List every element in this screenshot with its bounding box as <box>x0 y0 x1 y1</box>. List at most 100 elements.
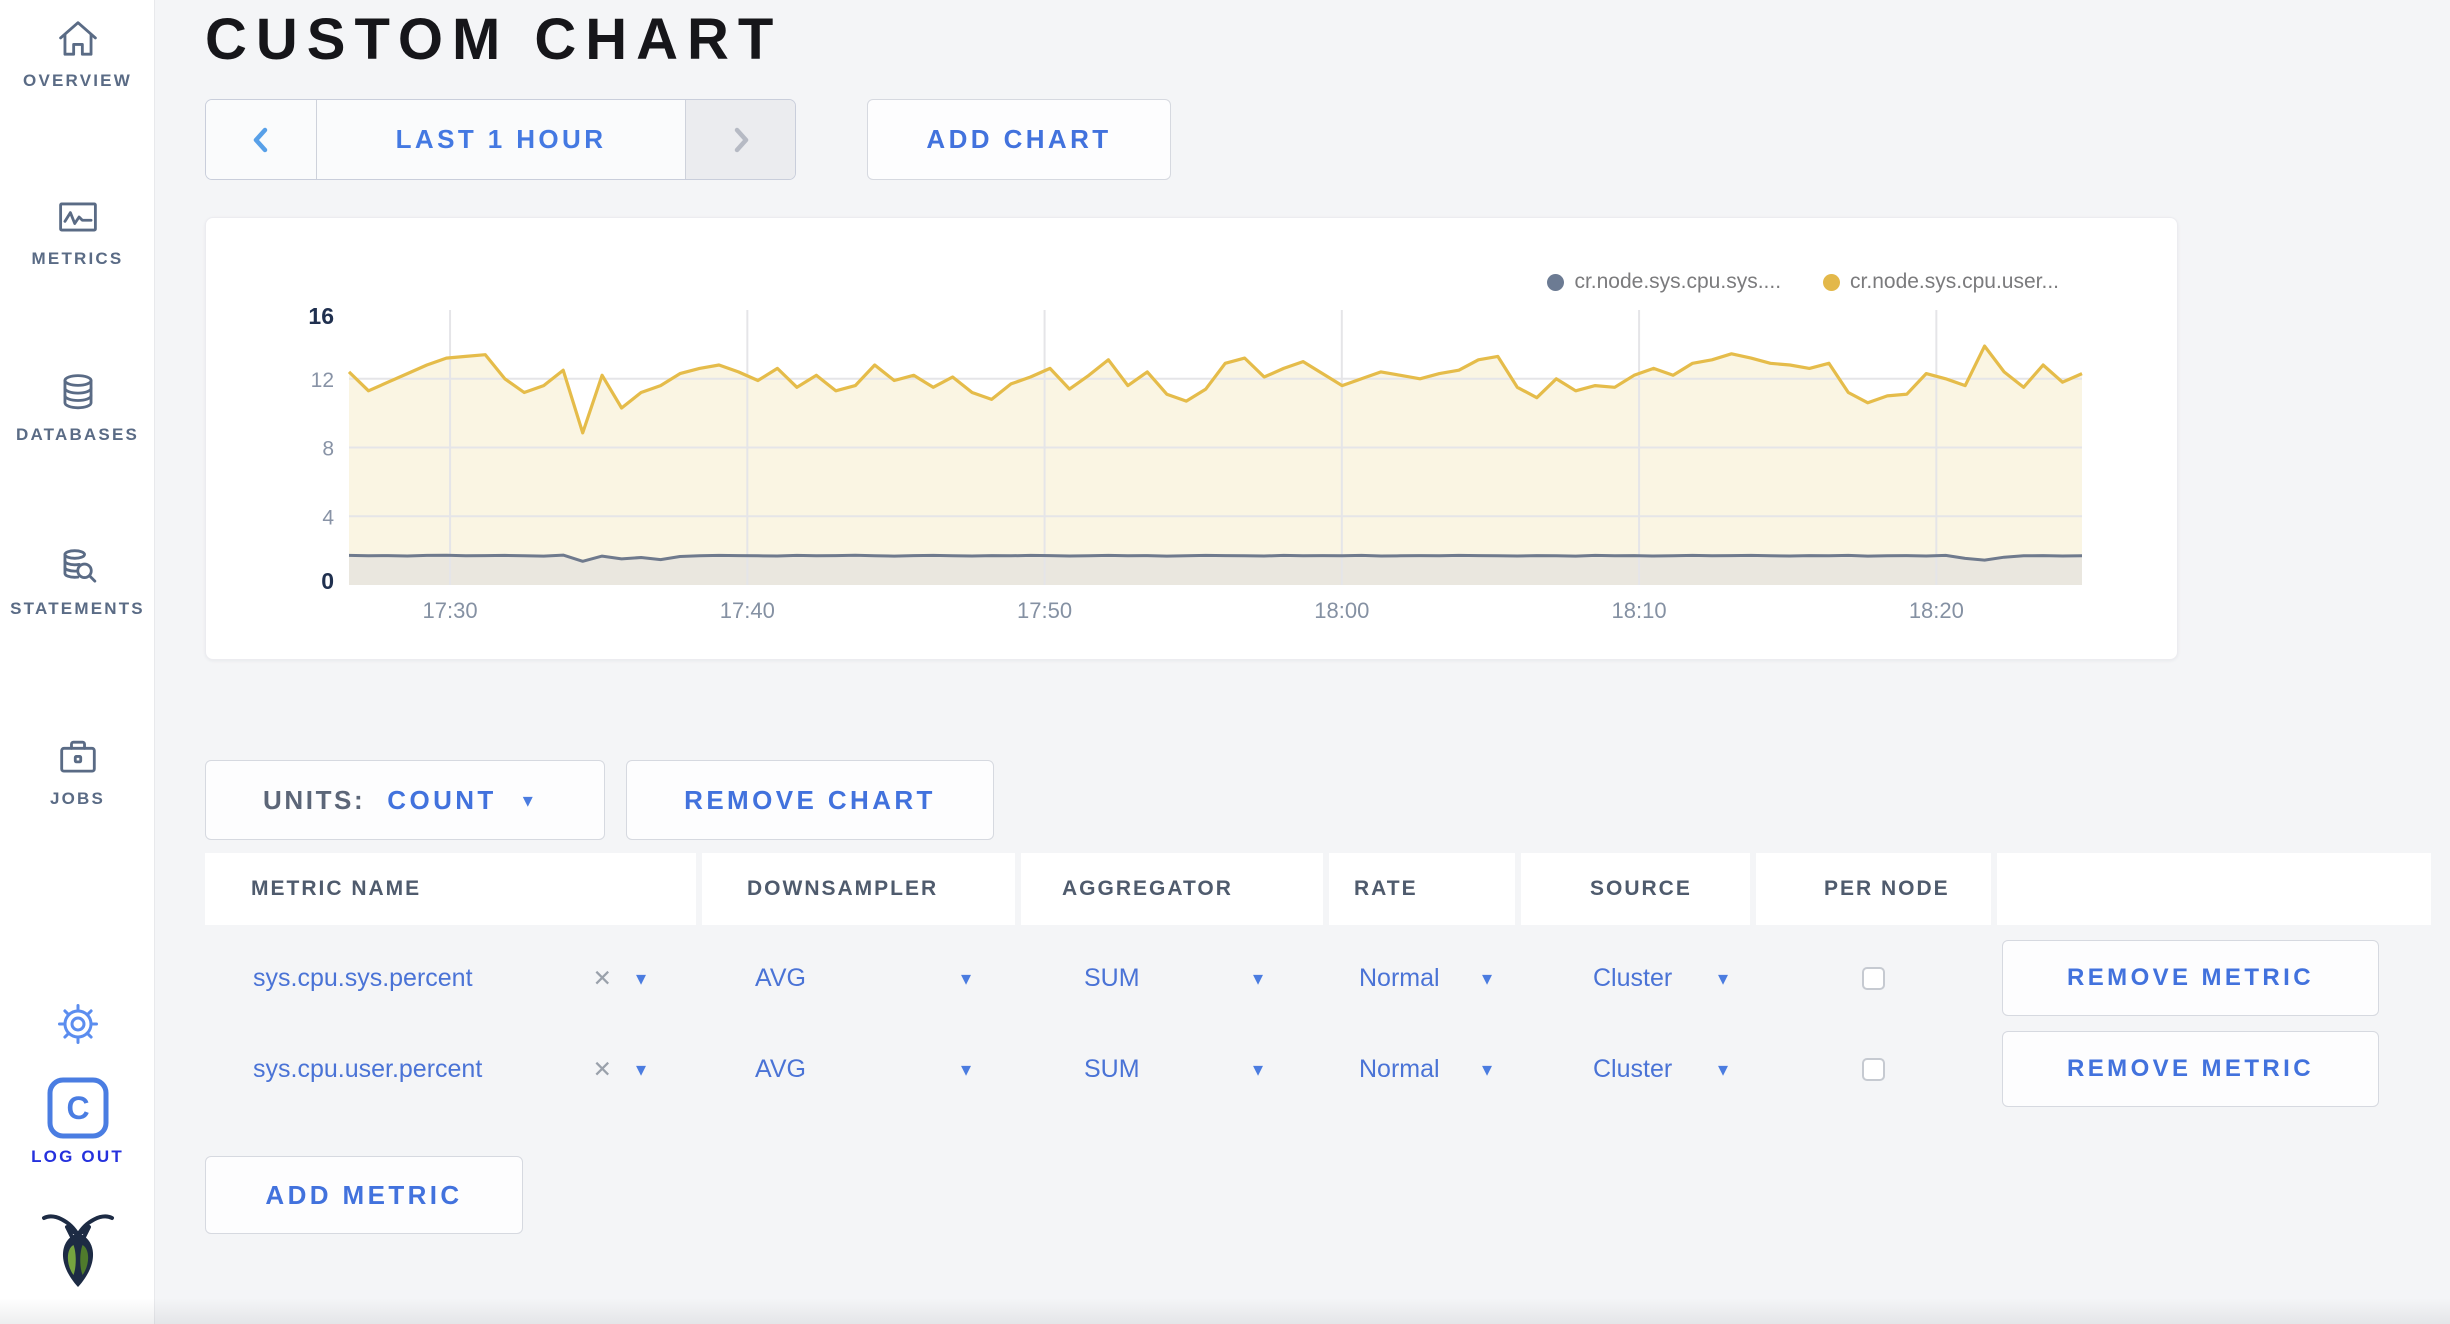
sidebar-logo <box>0 1205 155 1305</box>
actions-cell: REMOVE METRIC <box>1997 940 2431 1016</box>
legend-entry: cr.node.sys.cpu.sys.... <box>1547 270 1781 294</box>
remove-metric-button[interactable]: REMOVE METRIC <box>2002 1031 2379 1107</box>
sidebar: OVERVIEW METRICS DATABASES STATEMENTS <box>0 0 155 1324</box>
sidebar-item-overview[interactable]: OVERVIEW <box>0 14 155 91</box>
source-value: Cluster <box>1593 963 1673 992</box>
downsampler-value: AVG <box>755 1054 806 1083</box>
home-icon <box>58 21 97 56</box>
rate-value: Normal <box>1359 1054 1440 1083</box>
metric-row: sys.cpu.sys.percent ✕ ▾ AVG ▾ SUM ▾ Norm… <box>205 940 2438 1016</box>
svg-text:12: 12 <box>311 369 334 392</box>
sidebar-item-databases[interactable]: DATABASES <box>0 368 155 445</box>
sidebar-item-statements[interactable]: STATEMENTS <box>0 542 155 619</box>
aggregator-dropdown[interactable]: SUM ▾ <box>1021 1031 1323 1107</box>
col-header-downsampler: DOWNSAMPLER <box>702 853 1015 925</box>
col-header-per-node: PER NODE <box>1756 853 1991 925</box>
caret-down-icon: ▾ <box>960 967 971 990</box>
time-range-prev-button[interactable] <box>206 100 317 179</box>
time-range-label[interactable]: LAST 1 HOUR <box>317 100 685 179</box>
source-value: Cluster <box>1593 1054 1673 1083</box>
sidebar-item-label: DATABASES <box>15 425 140 444</box>
chart-panel: cr.node.sys.cpu.sys.... cr.node.sys.cpu.… <box>205 217 2178 660</box>
col-header-metric-name: METRIC NAME <box>205 853 696 925</box>
chart-legend: cr.node.sys.cpu.sys.... cr.node.sys.cpu.… <box>1547 270 2059 294</box>
col-header-aggregator: AGGREGATOR <box>1021 853 1323 925</box>
col-header-source: SOURCE <box>1521 853 1750 925</box>
downsampler-dropdown[interactable]: AVG ▾ <box>702 1031 1015 1107</box>
page-title: CUSTOM CHART <box>205 7 783 72</box>
units-dropdown[interactable]: UNITS: COUNT ▾ <box>205 760 605 840</box>
svg-text:17:50: 17:50 <box>1017 598 1072 623</box>
svg-text:17:40: 17:40 <box>720 598 775 623</box>
svg-text:18:20: 18:20 <box>1909 598 1964 623</box>
svg-text:18:10: 18:10 <box>1612 598 1667 623</box>
sidebar-item-metrics[interactable]: METRICS <box>0 192 155 269</box>
aggregator-value: SUM <box>1084 1054 1140 1083</box>
add-metric-button[interactable]: ADD METRIC <box>205 1156 523 1234</box>
svg-text:4: 4 <box>322 506 334 529</box>
svg-text:18:00: 18:00 <box>1314 598 1369 623</box>
legend-dot-user <box>1823 273 1841 291</box>
per-node-checkbox[interactable] <box>1862 966 1885 990</box>
sidebar-item-label: JOBS <box>49 789 106 808</box>
logout-c-icon: C <box>47 1077 108 1139</box>
metric-name-dropdown[interactable]: sys.cpu.user.percent ✕ ▾ <box>205 1031 696 1107</box>
rate-value: Normal <box>1359 963 1440 992</box>
add-chart-button[interactable]: ADD CHART <box>867 99 1171 180</box>
caret-down-icon: ▾ <box>1717 967 1728 990</box>
main-content: CUSTOM CHART LAST 1 HOUR ADD CHART cr.no… <box>156 0 2450 1324</box>
per-node-checkbox[interactable] <box>1862 1057 1885 1081</box>
per-node-cell <box>1756 940 1991 1016</box>
source-dropdown[interactable]: Cluster ▾ <box>1521 940 1750 1016</box>
caret-down-icon: ▾ <box>635 967 646 990</box>
chart-controls: UNITS: COUNT ▾ REMOVE CHART <box>205 760 2450 840</box>
source-dropdown[interactable]: Cluster ▾ <box>1521 1031 1750 1107</box>
sidebar-item-label: OVERVIEW <box>23 71 132 90</box>
units-value: COUNT <box>387 784 497 815</box>
gear-icon <box>57 1004 98 1044</box>
metric-name-value: sys.cpu.sys.percent <box>253 963 473 992</box>
logout-label: LOG OUT <box>31 1147 124 1166</box>
timeseries-chart[interactable]: 0 4 8 12 16 17:30 17:40 17:50 18:00 18:10 18:20 <box>206 218 2177 659</box>
sidebar-logout[interactable]: C LOG OUT <box>0 1076 155 1167</box>
caret-down-icon: ▾ <box>1252 1058 1263 1081</box>
sidebar-settings[interactable] <box>0 1000 155 1048</box>
caret-down-icon: ▾ <box>1252 967 1263 990</box>
caret-down-icon: ▾ <box>1481 1058 1492 1081</box>
clear-metric-icon[interactable]: ✕ <box>592 1055 612 1082</box>
sidebar-item-jobs[interactable]: JOBS <box>0 732 155 809</box>
metric-name-value: sys.cpu.user.percent <box>253 1054 483 1083</box>
caret-down-icon: ▾ <box>960 1058 971 1081</box>
svg-text:8: 8 <box>322 438 334 461</box>
svg-text:16: 16 <box>308 303 334 329</box>
metric-name-dropdown[interactable]: sys.cpu.sys.percent ✕ ▾ <box>205 940 696 1016</box>
svg-text:C: C <box>66 1090 89 1126</box>
statements-icon <box>63 549 96 583</box>
caret-down-icon: ▾ <box>522 789 537 812</box>
remove-chart-button[interactable]: REMOVE CHART <box>626 760 994 840</box>
downsampler-value: AVG <box>755 963 806 992</box>
legend-entry: cr.node.sys.cpu.user... <box>1823 270 2059 294</box>
rate-dropdown[interactable]: Normal ▾ <box>1329 1031 1515 1107</box>
time-range-next-button[interactable] <box>685 100 795 179</box>
legend-label: cr.node.sys.cpu.sys.... <box>1574 270 1782 293</box>
metrics-table: METRIC NAME DOWNSAMPLER AGGREGATOR RATE … <box>205 853 2438 1107</box>
metric-row: sys.cpu.user.percent ✕ ▾ AVG ▾ SUM ▾ Nor… <box>205 1031 2438 1107</box>
jobs-icon <box>59 740 96 773</box>
svg-text:0: 0 <box>321 568 334 594</box>
col-header-rate: RATE <box>1329 853 1515 925</box>
rate-dropdown[interactable]: Normal ▾ <box>1329 940 1515 1016</box>
time-range-selector: LAST 1 HOUR <box>205 99 796 180</box>
aggregator-value: SUM <box>1084 963 1140 992</box>
per-node-cell <box>1756 1031 1991 1107</box>
toolbar: LAST 1 HOUR ADD CHART <box>205 99 2450 180</box>
sidebar-item-label: STATEMENTS <box>10 599 145 618</box>
actions-cell: REMOVE METRIC <box>1997 1031 2431 1107</box>
aggregator-dropdown[interactable]: SUM ▾ <box>1021 940 1323 1016</box>
chevron-left-icon <box>253 127 268 152</box>
downsampler-dropdown[interactable]: AVG ▾ <box>702 940 1015 1016</box>
remove-metric-button[interactable]: REMOVE METRIC <box>2002 940 2379 1016</box>
svg-text:17:30: 17:30 <box>423 598 478 623</box>
clear-metric-icon[interactable]: ✕ <box>592 964 612 991</box>
sidebar-item-label: METRICS <box>31 249 124 268</box>
